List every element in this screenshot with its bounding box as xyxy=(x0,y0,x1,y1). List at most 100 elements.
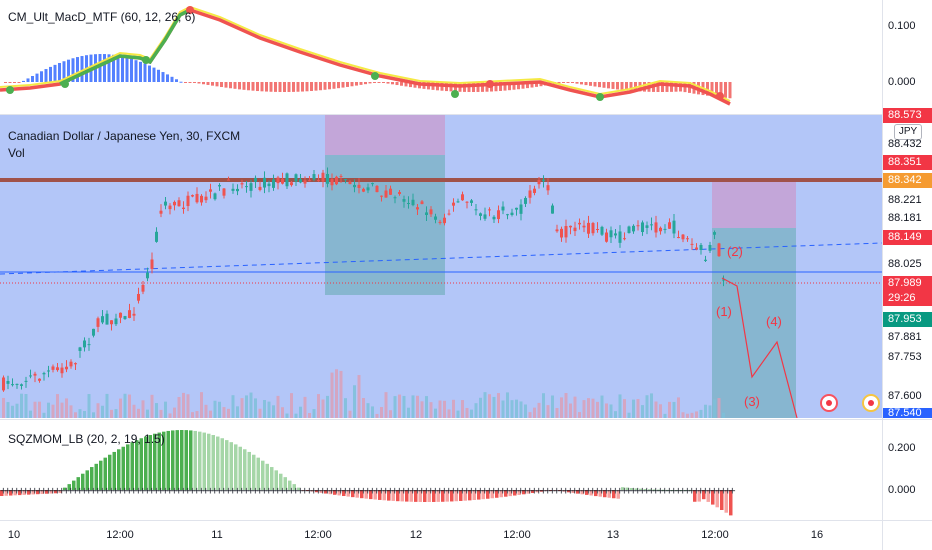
sqz-bar xyxy=(81,473,85,490)
candle-body xyxy=(92,328,95,336)
sqz-bar xyxy=(634,488,638,490)
price-pane[interactable] xyxy=(0,115,882,418)
macd-title: CM_Ult_MacD_MTF (60, 12, 26, 6) xyxy=(8,10,196,24)
macd-hist-bar xyxy=(49,66,52,82)
volume-bar xyxy=(614,411,617,418)
volume-bar xyxy=(200,392,203,418)
sqz-cross-marker: + xyxy=(423,487,431,497)
candle-body xyxy=(456,201,460,203)
currency-button[interactable]: JPY xyxy=(894,124,922,140)
candle-body xyxy=(663,228,667,230)
pane-separator[interactable] xyxy=(0,114,932,115)
sqz-bar xyxy=(576,490,580,494)
sqz-cross-marker: + xyxy=(382,487,390,497)
sqz-cross-marker: + xyxy=(414,487,422,497)
sqz-cross-marker: + xyxy=(18,487,26,497)
volume-bar xyxy=(434,408,437,418)
volume-bar xyxy=(560,397,563,418)
sqz-pane[interactable]: + + + + + + + + + + + + + + + + + + + + + + + + + + + + + + + + + + + + + + + +… xyxy=(0,420,882,520)
candle-body xyxy=(510,212,514,216)
macd-hist-bar xyxy=(481,82,484,92)
candle-body xyxy=(375,185,379,193)
sqz-cross-marker: + xyxy=(238,487,246,497)
sqz-bar xyxy=(324,490,328,494)
macd-hist-bar xyxy=(557,82,561,84)
sqz-cross-marker: + xyxy=(612,487,620,497)
candle-body xyxy=(317,180,320,182)
sqz-bar xyxy=(193,430,197,490)
volume-bar xyxy=(204,404,208,418)
macd-hist-bar xyxy=(202,82,205,85)
candle-body xyxy=(285,173,289,187)
sqz-bar xyxy=(67,484,71,490)
macd-hist-bar xyxy=(341,82,345,88)
volume-bar xyxy=(641,405,644,418)
sqz-bar xyxy=(585,490,589,495)
candle-body xyxy=(312,174,316,180)
volume-bar xyxy=(78,409,82,418)
candle-body xyxy=(384,190,388,198)
candle-body xyxy=(488,209,491,211)
candle-body xyxy=(191,195,194,197)
sqz-bar xyxy=(567,490,571,493)
volume-bar xyxy=(146,409,149,418)
macd-hist-bar xyxy=(409,82,412,88)
sqz-cross-marker: + xyxy=(342,487,350,497)
sqz-cross-marker: + xyxy=(400,487,408,497)
volume-bar xyxy=(74,412,77,418)
volume-bar xyxy=(218,401,221,418)
sqz-bar xyxy=(454,490,458,502)
candle-body xyxy=(6,380,10,384)
volume-bar xyxy=(654,401,658,418)
volume-bar xyxy=(524,404,527,418)
sqz-cross-marker: + xyxy=(216,487,224,497)
macd-hist-bar xyxy=(233,82,237,89)
sqz-cross-marker: + xyxy=(261,487,269,497)
candle-body xyxy=(699,244,703,250)
time-label: 12:00 xyxy=(304,529,332,541)
pane-separator[interactable] xyxy=(0,419,932,420)
sqz-bar xyxy=(121,446,125,490)
candle-body xyxy=(380,195,383,197)
macd-hist-bar xyxy=(616,82,619,90)
alert-marker-2[interactable] xyxy=(862,394,880,412)
sqz-bar xyxy=(679,489,683,491)
sqz-cross-marker: + xyxy=(85,487,93,497)
sqz-cross-marker: + xyxy=(63,487,71,497)
sqz-cross-marker: + xyxy=(279,487,287,497)
volume-bar xyxy=(249,392,253,418)
candle-body xyxy=(276,177,280,184)
macd-hist-bar xyxy=(719,82,723,98)
volume-bar xyxy=(101,405,104,418)
sqz-cross-marker: + xyxy=(247,487,255,497)
last-price-label: 87.989 xyxy=(883,276,932,291)
volume-bar xyxy=(420,401,424,418)
sqz-bar xyxy=(211,435,215,490)
sqz-cross-marker: + xyxy=(706,487,714,497)
sqz-bar xyxy=(387,490,391,501)
candle-body xyxy=(29,375,32,377)
sqz-cross-marker: + xyxy=(526,487,534,497)
volume-bar xyxy=(114,409,118,418)
candle-body xyxy=(650,224,653,226)
macd-hist-bar xyxy=(134,60,138,82)
sqz-bar xyxy=(288,480,292,490)
macd-hist-bar xyxy=(728,82,732,99)
sqz-bar xyxy=(445,490,449,502)
sqz-cross-marker: + xyxy=(684,487,692,497)
sqz-bar xyxy=(333,490,337,495)
macd-hist-bar xyxy=(188,82,192,83)
volume-bar xyxy=(141,400,145,418)
volume-bar xyxy=(65,398,68,418)
volume-bar xyxy=(398,394,401,418)
macd-pane[interactable] xyxy=(0,0,882,114)
volume-bar xyxy=(425,396,428,418)
candle-body xyxy=(231,188,235,191)
sqz-bar xyxy=(45,490,49,494)
sqz-bar xyxy=(414,490,418,502)
candle-body xyxy=(24,380,28,382)
alert-marker-1[interactable] xyxy=(820,394,838,412)
sqz-cross-marker: + xyxy=(553,487,561,497)
sqz-bar xyxy=(621,487,625,490)
time-label: 12:00 xyxy=(701,529,729,541)
